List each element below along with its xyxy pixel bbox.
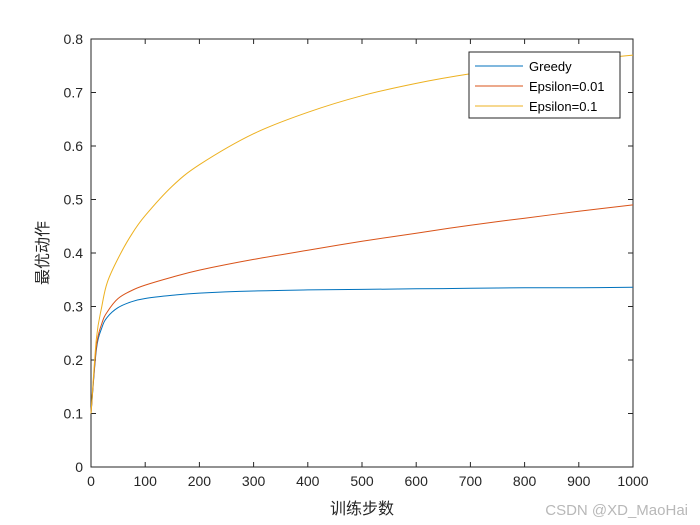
y-tick-label: 0.7 — [64, 85, 84, 101]
x-axis-label: 训练步数 — [330, 499, 394, 518]
legend-label-epsilon-0-01: Epsilon=0.01 — [529, 79, 605, 94]
y-tick-label: 0 — [75, 459, 83, 475]
legend-box — [468, 51, 621, 119]
x-tick-label: 900 — [567, 473, 591, 489]
watermark-text: CSDN @XD_MaoHai — [545, 502, 688, 519]
legend-label-epsilon-0-1: Epsilon=0.1 — [529, 99, 597, 114]
x-tick-label: 100 — [134, 473, 158, 489]
x-tick-label: 1000 — [617, 473, 648, 489]
x-tick-label: 200 — [188, 473, 212, 489]
y-tick-label: 0.5 — [64, 192, 84, 208]
legend-label-greedy: Greedy — [529, 59, 572, 74]
x-tick-label: 800 — [513, 473, 537, 489]
y-tick-label: 0.1 — [64, 406, 84, 422]
x-tick-label: 400 — [296, 473, 320, 489]
y-tick-label: 0.8 — [64, 31, 84, 47]
x-tick-label: 600 — [405, 473, 429, 489]
series-line-epsilon-0-01 — [90, 204, 634, 414]
y-tick-label: 0.6 — [64, 138, 84, 154]
axis-ticks: 0 100 200 300 400 500 600 700 800 900 1000 0 0.1 0.2 0… — [64, 31, 649, 489]
y-axis-label: 最优动作 — [33, 221, 52, 285]
y-tick-label: 0.4 — [64, 245, 84, 261]
x-tick-label: 700 — [459, 473, 483, 489]
x-tick-label: 500 — [350, 473, 374, 489]
x-tick-label: 0 — [87, 473, 95, 489]
legend: Greedy Epsilon=0.01 Epsilon=0.1 — [468, 51, 621, 119]
y-tick-label: 0.3 — [64, 299, 84, 315]
series-line-greedy — [90, 286, 634, 414]
x-tick-label: 300 — [242, 473, 266, 489]
y-tick-label: 0.2 — [64, 352, 84, 368]
